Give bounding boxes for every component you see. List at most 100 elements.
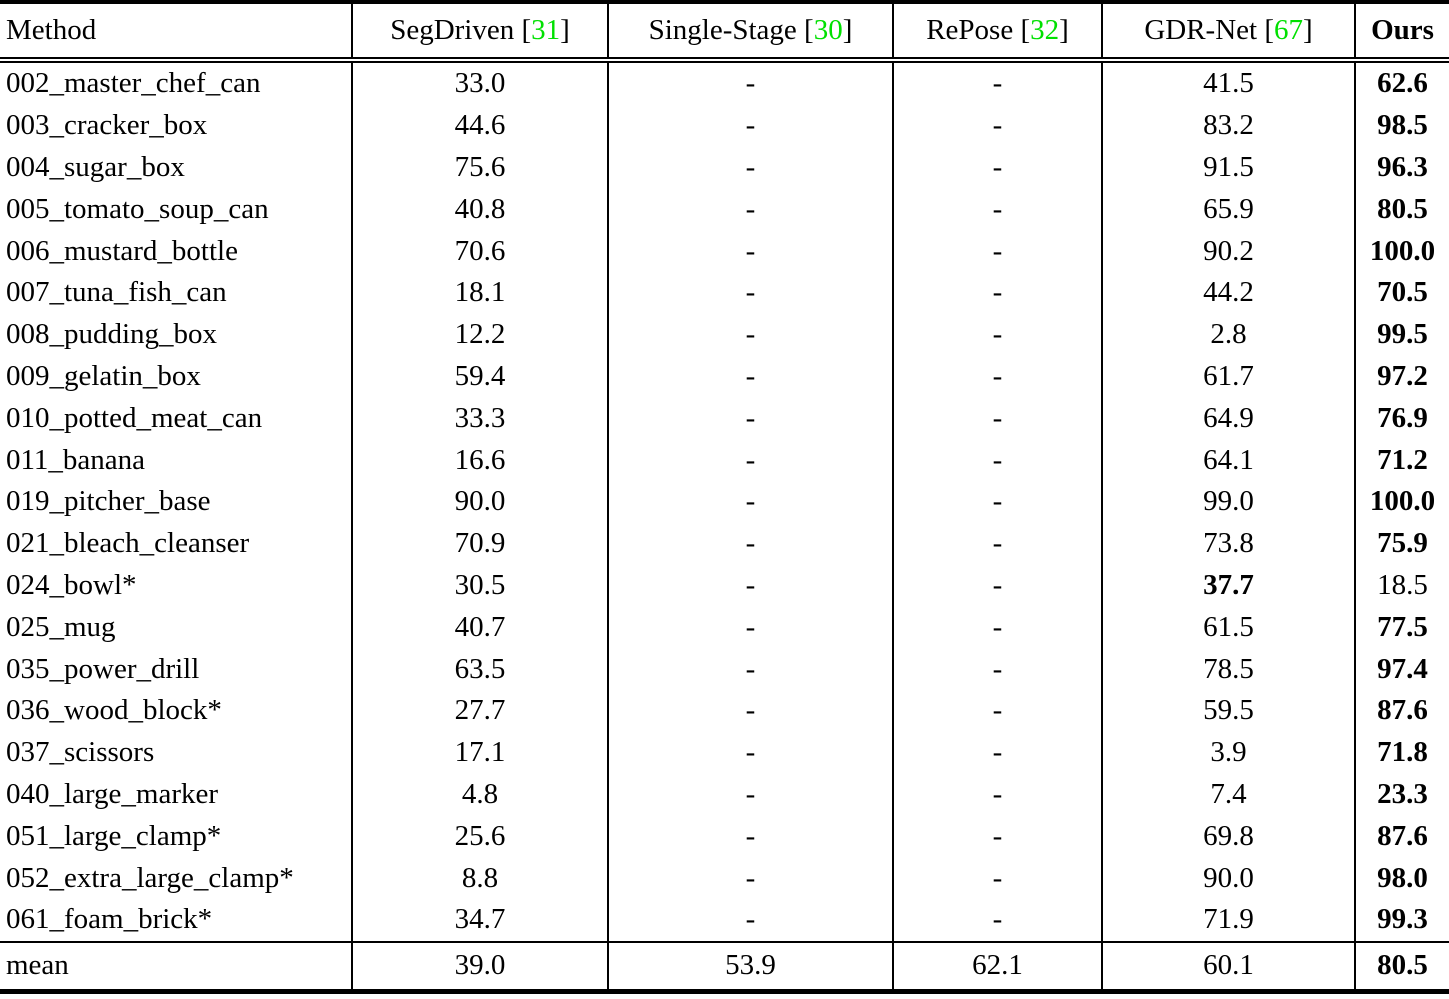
table-row: 024_bowl* 30.5- -37.7 18.5 <box>0 564 1449 607</box>
method-cell: 061_foam_brick* <box>6 903 213 936</box>
table-row: 025_mug 40.7- -61.5 77.5 <box>0 606 1449 649</box>
value-cell: 30.5 <box>351 564 608 607</box>
col-header-ours: Ours <box>1354 2 1449 63</box>
citation-bracket: [ <box>514 14 532 46</box>
citation-bracket: [ <box>796 14 814 46</box>
value-cell: 87.6 <box>1354 815 1449 858</box>
method-cell: 024_bowl* <box>6 568 137 601</box>
value-cell: 80.5 <box>1354 940 1449 992</box>
value-cell: - <box>892 731 1102 774</box>
value-cell: 97.2 <box>1354 355 1449 398</box>
table-row: 009_gelatin_box 59.4- -61.7 97.2 <box>0 355 1449 398</box>
value-cell: - <box>607 271 893 314</box>
citation-bracket: ] <box>560 14 570 46</box>
value-cell: 41.5 <box>1101 60 1355 105</box>
method-cell: 025_mug <box>6 610 116 643</box>
value-cell: 64.1 <box>1101 439 1355 481</box>
table-row: 004_sugar_box 75.6- -91.5 96.3 <box>0 146 1449 189</box>
value-cell: 71.8 <box>1354 731 1449 774</box>
value-cell: - <box>607 898 893 942</box>
value-cell: 33.3 <box>351 397 608 440</box>
value-cell: 87.6 <box>1354 689 1449 732</box>
table-row: 052_extra_large_clamp* 8.8- -90.0 98.0 <box>0 857 1449 899</box>
value-cell: - <box>607 104 893 147</box>
value-cell: - <box>892 271 1102 314</box>
citation-bracket: [ <box>1013 14 1031 46</box>
value-cell: 40.8 <box>351 188 608 231</box>
value-cell: 98.0 <box>1354 857 1449 899</box>
header-row: Method SegDriven [31] Single-Stage [30] … <box>0 2 1449 63</box>
value-cell: - <box>607 230 893 272</box>
method-cell: mean <box>0 940 352 992</box>
value-cell: 64.9 <box>1101 397 1355 440</box>
value-cell: 97.4 <box>1354 648 1449 690</box>
col-header-single-stage: Single-Stage [30] <box>607 2 893 63</box>
method-cell: 003_cracker_box <box>6 109 208 142</box>
table-row: 006_mustard_bottle 70.6- -90.2 100.0 <box>0 230 1449 272</box>
method-cell: 005_tomato_soup_can <box>6 192 269 225</box>
citation-link[interactable]: 67 <box>1274 14 1303 46</box>
value-cell: - <box>607 439 893 481</box>
value-cell: - <box>892 564 1102 607</box>
value-cell: - <box>607 773 893 816</box>
method-cell: 021_bleach_cleanser <box>6 527 250 560</box>
value-cell: 80.5 <box>1354 188 1449 231</box>
table-row: 037_scissors 17.1- -3.9 71.8 <box>0 731 1449 774</box>
value-cell: 90.0 <box>351 480 608 523</box>
value-cell: 25.6 <box>351 815 608 858</box>
value-cell: 61.5 <box>1101 606 1355 649</box>
value-cell: 71.2 <box>1354 439 1449 481</box>
value-cell: 62.6 <box>1354 60 1449 105</box>
col-header-segdriven: SegDriven [31] <box>351 2 608 63</box>
value-cell: 90.0 <box>1101 857 1355 899</box>
method-cell: 009_gelatin_box <box>6 359 201 392</box>
table-row: 036_wood_block* 27.7- -59.5 87.6 <box>0 689 1449 732</box>
value-cell: 27.7 <box>351 689 608 732</box>
value-cell: 18.5 <box>1354 564 1449 607</box>
table-row: 061_foam_brick* 34.7- -71.9 99.3 <box>0 898 1449 942</box>
table-row: 051_large_clamp* 25.6- -69.8 87.6 <box>0 815 1449 858</box>
value-cell: - <box>892 439 1102 481</box>
method-cell: 019_pitcher_base <box>6 485 211 518</box>
value-cell: - <box>892 313 1102 356</box>
value-cell: 99.5 <box>1354 313 1449 356</box>
method-cell: 037_scissors <box>6 736 155 769</box>
method-cell: 036_wood_block* <box>6 694 222 727</box>
table-row: 019_pitcher_base 90.0- -99.0 100.0 <box>0 480 1449 523</box>
citation-link[interactable]: 32 <box>1030 14 1060 46</box>
value-cell: 83.2 <box>1101 104 1355 147</box>
method-cell: 052_extra_large_clamp* <box>6 861 294 894</box>
value-cell: - <box>607 689 893 732</box>
value-cell: 17.1 <box>351 731 608 774</box>
value-cell: - <box>607 188 893 231</box>
citation-link[interactable]: 30 <box>813 14 843 46</box>
col-label: RePose <box>926 14 1014 46</box>
value-cell: - <box>607 522 893 565</box>
method-cell: 008_pudding_box <box>6 318 218 351</box>
table-header: Method SegDriven [31] Single-Stage [30] … <box>0 2 1449 63</box>
value-cell: - <box>607 648 893 690</box>
value-cell: 4.8 <box>351 773 608 816</box>
value-cell: 99.0 <box>1101 480 1355 523</box>
table-row: 005_tomato_soup_can 40.8- -65.9 80.5 <box>0 188 1449 231</box>
value-cell: 23.3 <box>1354 773 1449 816</box>
citation-bracket: ] <box>1059 14 1069 46</box>
value-cell: 2.8 <box>1101 313 1355 356</box>
value-cell: - <box>607 731 893 774</box>
value-cell: 78.5 <box>1101 648 1355 690</box>
value-cell: 60.1 <box>1101 940 1355 992</box>
method-cell: 035_power_drill <box>6 652 200 685</box>
value-cell: - <box>892 480 1102 523</box>
value-cell: 59.5 <box>1101 689 1355 732</box>
table-body: 002_master_chef_can 33.0- -41.5 62.6 003_cra… <box>0 60 1449 992</box>
value-cell: 44.6 <box>351 104 608 147</box>
value-cell: 65.9 <box>1101 188 1355 231</box>
value-cell: - <box>607 857 893 899</box>
value-cell: 61.7 <box>1101 355 1355 398</box>
col-label: GDR-Net <box>1144 14 1258 46</box>
mean-row: mean 39.0 53.9 62.1 60.1 80.5 <box>0 940 1449 992</box>
citation-link[interactable]: 31 <box>531 14 561 46</box>
method-cell: 006_mustard_bottle <box>6 234 238 267</box>
value-cell: 18.1 <box>351 271 608 314</box>
value-cell: - <box>607 564 893 607</box>
